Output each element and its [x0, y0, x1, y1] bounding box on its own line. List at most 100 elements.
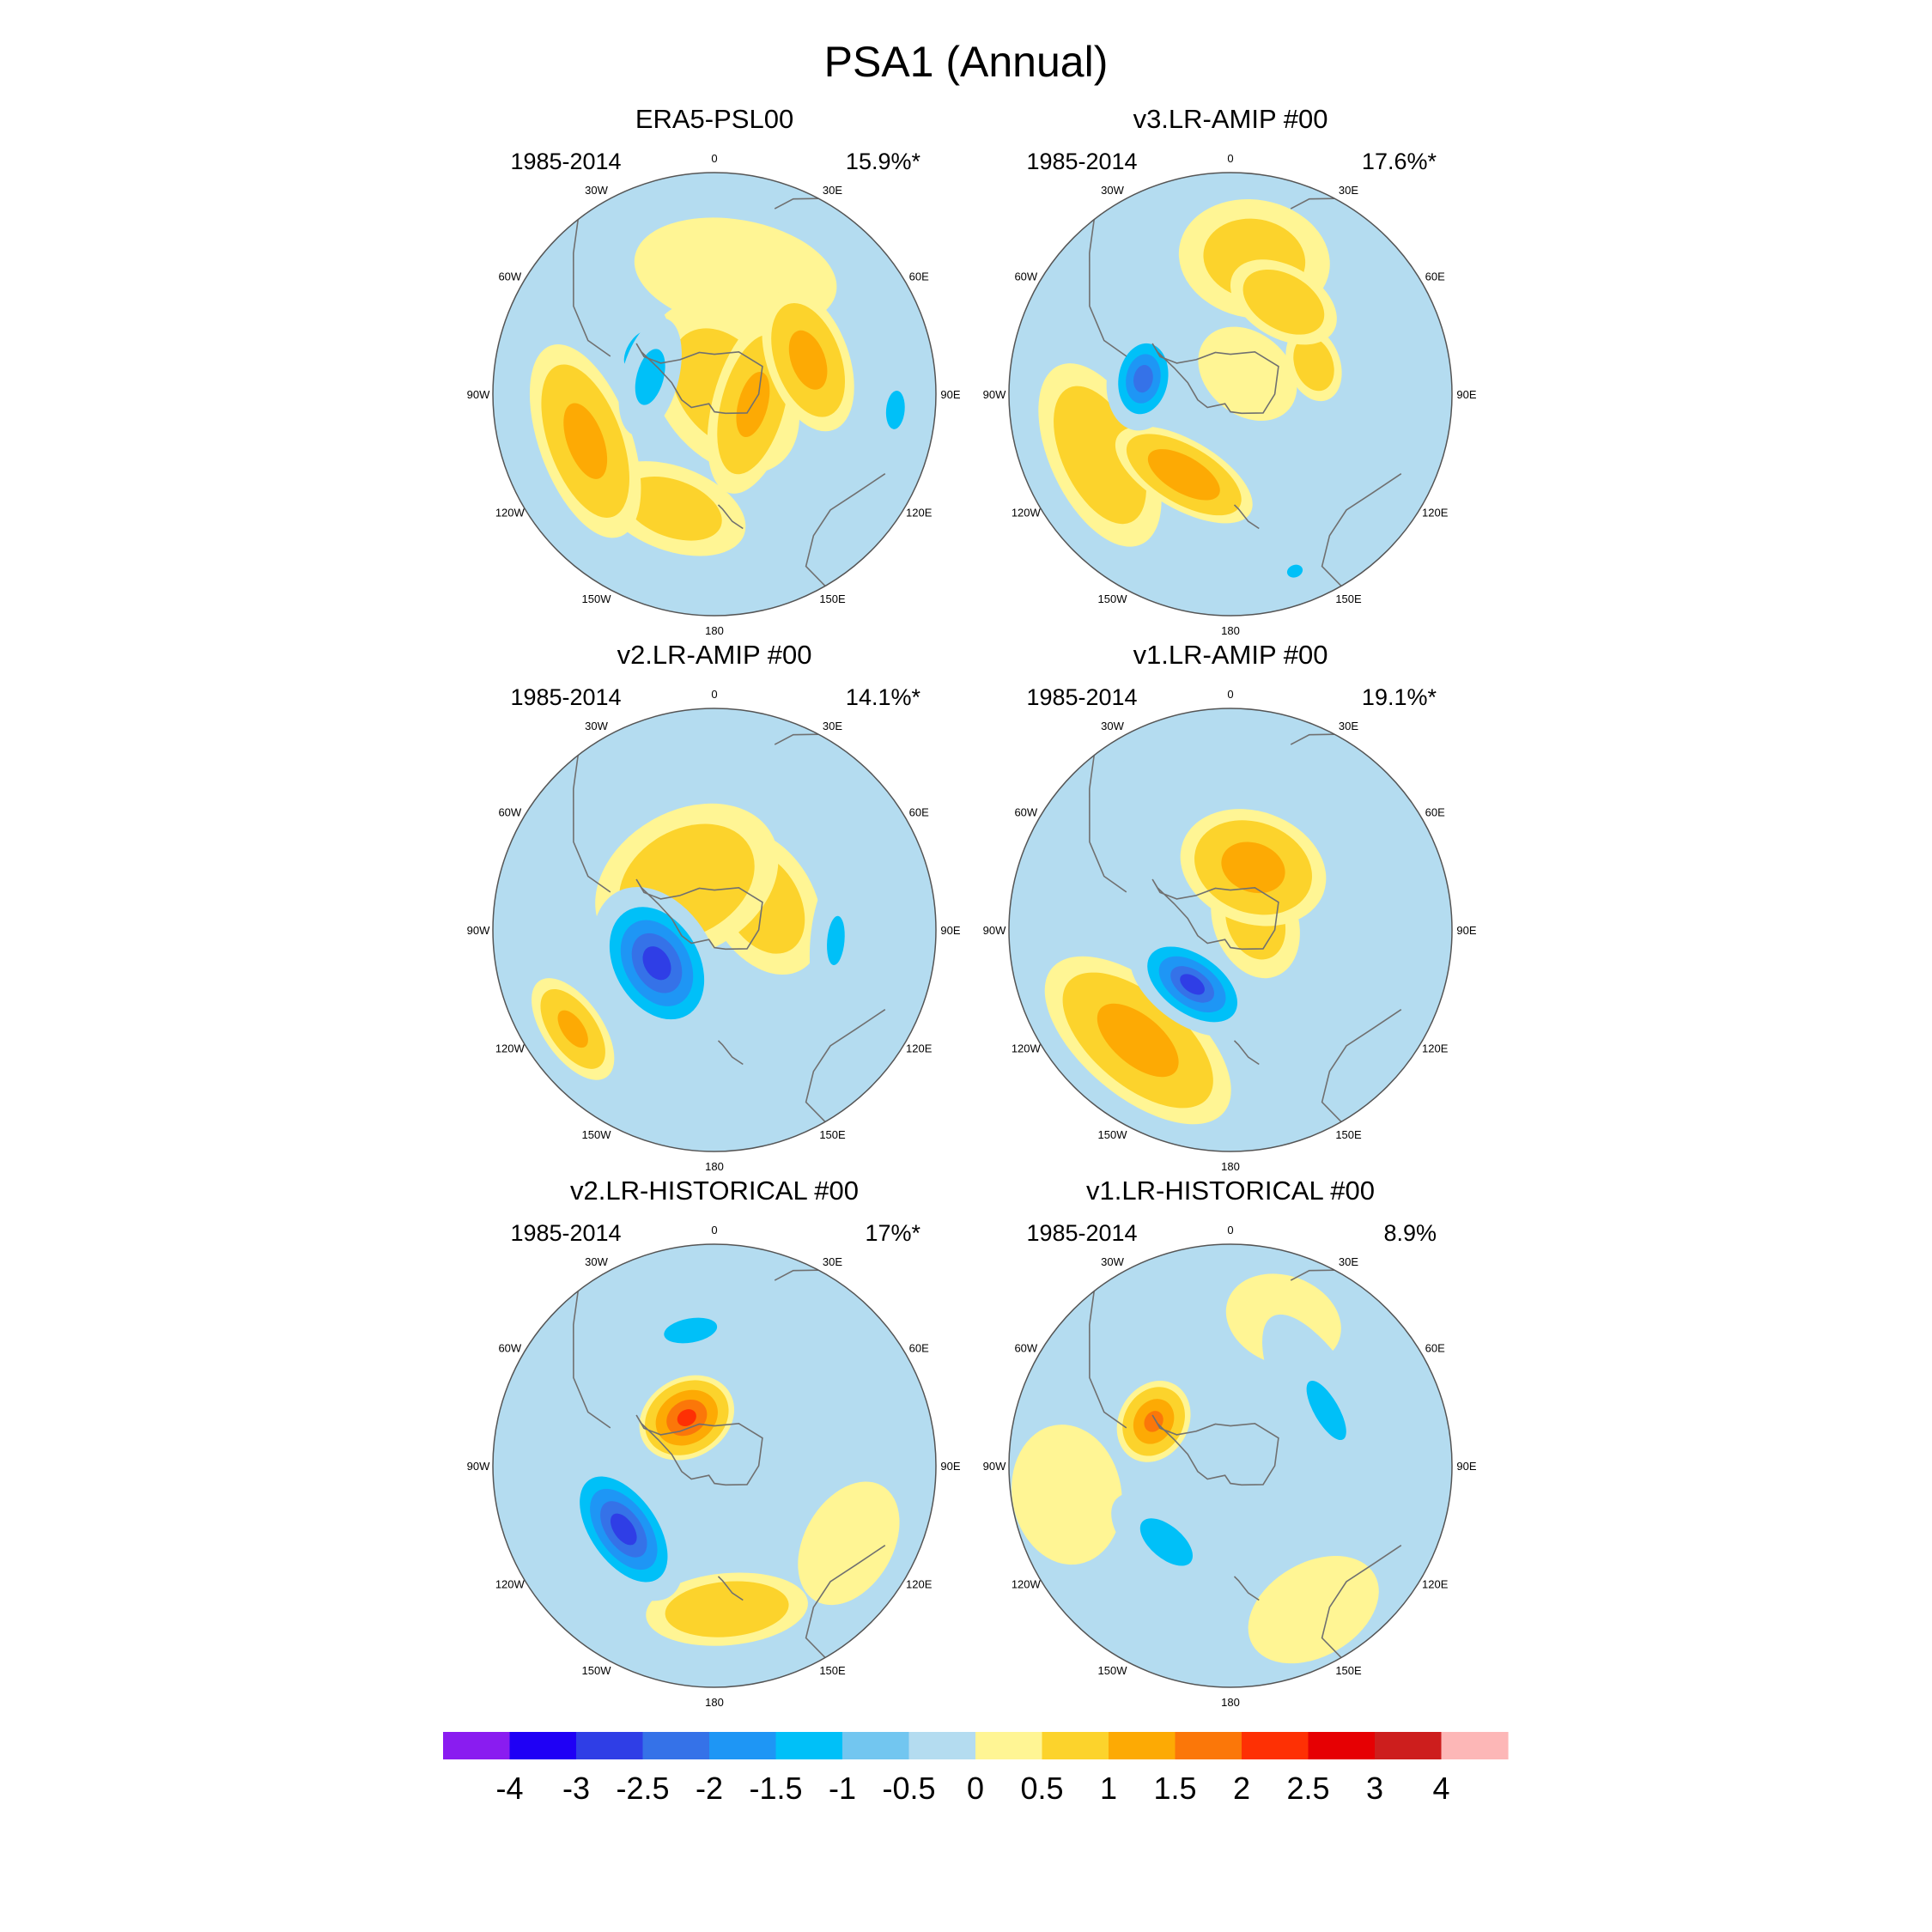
- colorbar-label: -2: [696, 1771, 723, 1806]
- colorbar-label: 4: [1432, 1771, 1449, 1806]
- panel-title: v3.LR-AMIP #00: [1133, 104, 1328, 134]
- coastline-africa: [774, 733, 819, 745]
- contour-blob: [1344, 828, 1444, 975]
- longitude-label: 30E: [1339, 184, 1358, 197]
- colorbar-label: -4: [495, 1771, 523, 1806]
- longitude-label: 60W: [498, 1342, 521, 1355]
- map-boundary: [492, 708, 937, 1152]
- longitude-label: 60E: [909, 270, 929, 283]
- longitude-label: 60W: [498, 806, 521, 819]
- contour-blob: [557, 1010, 588, 1048]
- longitude-label: 150E: [819, 592, 846, 605]
- contour-field: [1009, 708, 1452, 1151]
- coastline-south-america: [1088, 755, 1127, 893]
- panel-percent: 17%*: [865, 1220, 920, 1246]
- coastlines: [1088, 197, 1402, 586]
- panel-period: 1985-2014: [1026, 1220, 1137, 1246]
- coastline-australia: [1321, 473, 1402, 586]
- colorbar-swatch: [509, 1732, 577, 1759]
- colorbar-label: -3: [562, 1771, 590, 1806]
- longitude-label: 120E: [1422, 507, 1449, 519]
- coastline-new-zealand: [1233, 504, 1260, 530]
- map-panel-2: v3.LR-AMIP #00 1985-2014 17.6%* 0 30E 60E 90E 1…: [983, 104, 1477, 637]
- longitude-label: 30W: [585, 1255, 608, 1268]
- longitude-label: 180: [1221, 1696, 1240, 1709]
- contour-field: [1009, 1244, 1452, 1687]
- contour-blob: [1012, 1425, 1122, 1565]
- longitude-label: 60W: [1014, 806, 1037, 819]
- panel-percent: 15.9%*: [846, 149, 921, 174]
- coastline-africa: [1290, 1269, 1335, 1281]
- contour-blob: [611, 1513, 637, 1546]
- longitude-label: 90W: [467, 388, 490, 401]
- contour-blob: [827, 915, 845, 966]
- panel-percent: 14.1%*: [846, 684, 921, 710]
- map-boundary: [492, 1243, 937, 1688]
- coastline-antarctica: [1151, 343, 1279, 415]
- longitude-label: 30W: [1101, 720, 1124, 732]
- contour-blob: [635, 349, 665, 405]
- panel-title: v1.LR-AMIP #00: [1133, 640, 1328, 670]
- colorbar-swatch: [642, 1732, 710, 1759]
- colorbar-swatch: [1109, 1732, 1176, 1759]
- contour-blob: [664, 1317, 718, 1344]
- longitude-label: 90W: [983, 924, 1006, 937]
- coastline-south-america: [1088, 219, 1127, 357]
- colorbar-swatch: [1441, 1732, 1509, 1759]
- longitude-label: 30E: [823, 1255, 842, 1268]
- coastlines: [1088, 733, 1402, 1122]
- longitude-label: 150W: [582, 592, 612, 605]
- longitude-label: 120E: [906, 1042, 933, 1055]
- longitude-label: 120W: [495, 1578, 526, 1591]
- longitude-label: 120E: [1422, 1578, 1449, 1591]
- coastlines: [572, 1269, 886, 1658]
- longitude-label: 90E: [1456, 924, 1476, 937]
- colorbar-label: 1.5: [1153, 1771, 1196, 1806]
- longitude-label: 90W: [467, 924, 490, 937]
- panel-title: ERA5-PSL00: [635, 104, 793, 134]
- contour-blob: [1221, 841, 1285, 894]
- longitude-label: 120W: [1012, 507, 1042, 519]
- longitude-label: 180: [1221, 624, 1240, 637]
- colorbar-label: 2: [1233, 1771, 1250, 1806]
- coastlines: [572, 733, 886, 1122]
- colorbar-label: -1: [829, 1771, 856, 1806]
- longitude-label: 60E: [1425, 806, 1445, 819]
- coastline-new-zealand: [1233, 1040, 1260, 1066]
- coastline-new-zealand: [1233, 1576, 1260, 1601]
- longitude-label: 90W: [983, 388, 1006, 401]
- longitude-label: 0: [1227, 688, 1233, 701]
- colorbar-swatch: [842, 1732, 910, 1759]
- longitude-label: 150W: [1098, 1128, 1128, 1141]
- coastline-new-zealand: [717, 504, 744, 530]
- contour-blob: [1106, 732, 1249, 837]
- contour-blob: [1147, 449, 1220, 501]
- longitude-label: 150E: [819, 1664, 846, 1677]
- longitude-label: 30E: [823, 184, 842, 197]
- longitude-label: 150E: [1335, 592, 1362, 605]
- coastline-australia: [805, 1009, 886, 1122]
- contour-blob: [1133, 365, 1153, 393]
- longitude-label: 150E: [1335, 1128, 1362, 1141]
- colorbar-swatch: [1175, 1732, 1242, 1759]
- coastline-south-america: [572, 1291, 611, 1429]
- contour-blob: [788, 330, 828, 390]
- contour-field: [493, 173, 936, 616]
- panel-percent: 19.1%*: [1362, 684, 1437, 710]
- coastline-antarctica: [635, 878, 763, 951]
- contour-blob: [1293, 337, 1334, 392]
- panel-percent: 17.6%*: [1362, 149, 1437, 174]
- map-boundary: [1008, 708, 1453, 1152]
- colorbar-swatch: [1242, 1732, 1309, 1759]
- coastline-new-zealand: [717, 1576, 744, 1601]
- longitude-label: 150W: [582, 1128, 612, 1141]
- longitude-label: 0: [711, 152, 717, 165]
- longitude-label: 120E: [1422, 1042, 1449, 1055]
- coastline-antarctica: [1151, 878, 1279, 951]
- coastline-africa: [774, 1269, 819, 1281]
- contour-blob: [1180, 974, 1205, 995]
- coastline-new-zealand: [717, 1040, 744, 1066]
- longitude-label: 120W: [1012, 1042, 1042, 1055]
- map-panel-1: ERA5-PSL00 1985-2014 15.9%* 0 30E 60E 90E 120E 1…: [467, 104, 961, 637]
- panel-percent: 8.9%: [1383, 1220, 1437, 1246]
